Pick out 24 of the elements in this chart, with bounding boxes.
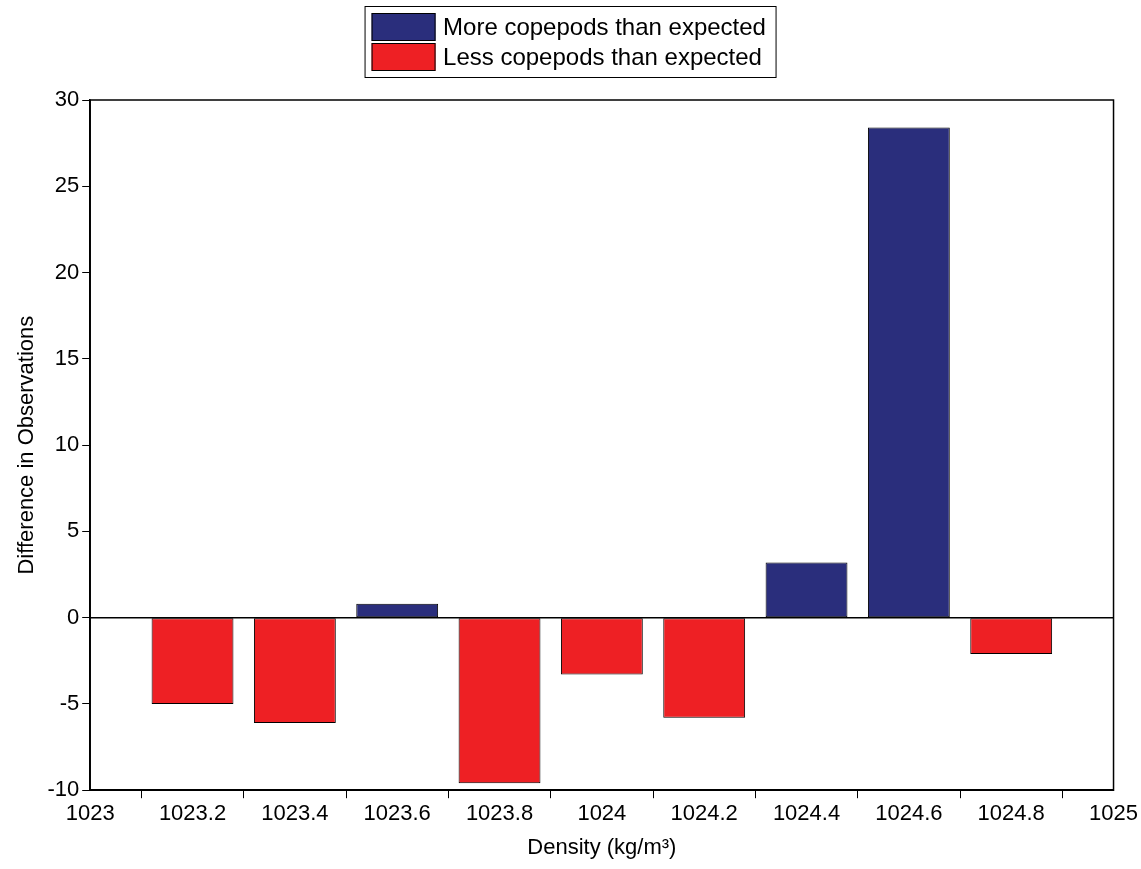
y-tick-label: 25 [54, 172, 80, 198]
y-tick-label: -10 [47, 776, 80, 802]
y-tick-label: -5 [59, 689, 80, 715]
x-tick-label: 1024.2 [670, 800, 738, 826]
legend-label: More copepods than expected [443, 13, 766, 41]
y-tick-label: 10 [54, 431, 80, 457]
x-tick-label: 1024.6 [875, 800, 943, 826]
y-tick-label: 0 [66, 603, 80, 629]
y-tick-label: 30 [54, 86, 80, 112]
y-tick-label: 20 [54, 258, 80, 284]
x-tick-label: 1024 [577, 800, 627, 826]
x-tick-label: 1024.4 [772, 800, 841, 826]
y-tick-label: 15 [54, 344, 80, 370]
x-tick-label: 1023 [65, 800, 115, 826]
y-axis-title: Difference in Observations [13, 315, 39, 575]
legend-label: Less copepods than expected [443, 43, 762, 71]
x-tick-label: 1025 [1089, 800, 1139, 826]
x-tick-label: 1023.4 [261, 800, 329, 826]
y-tick-label: 5 [66, 517, 80, 543]
x-tick-label: 1023.6 [363, 800, 431, 826]
x-tick-label: 1023.8 [465, 800, 534, 826]
x-axis-title: Density (kg/m³) [527, 833, 677, 859]
x-tick-label: 1023.2 [158, 800, 227, 826]
x-tick-label: 1024.8 [977, 800, 1045, 826]
